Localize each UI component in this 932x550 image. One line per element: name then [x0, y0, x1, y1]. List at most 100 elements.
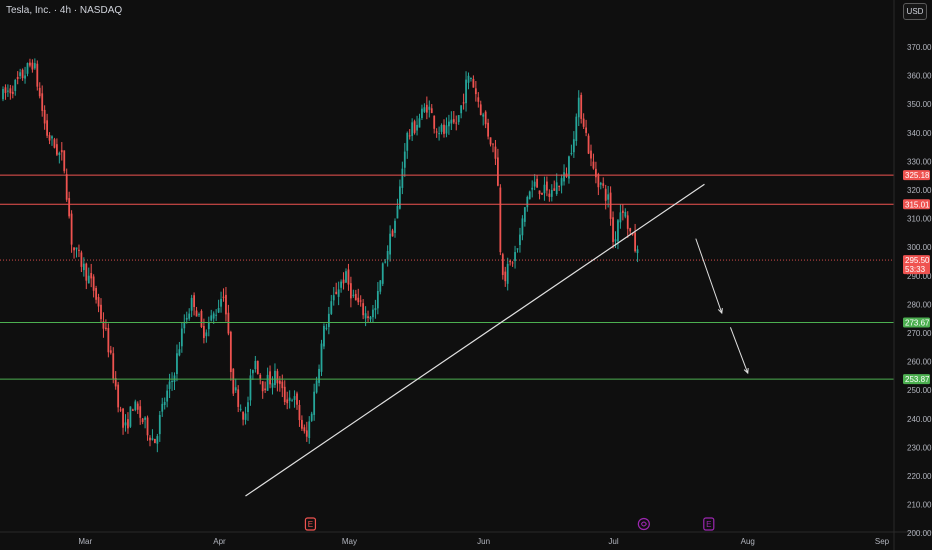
candle-up [244, 413, 247, 420]
candle-down [592, 161, 595, 169]
candle-up [457, 115, 460, 123]
resistance-lower-tag [903, 199, 930, 210]
candle-down [131, 409, 134, 411]
candle-up [394, 220, 396, 233]
candle-up [563, 172, 565, 182]
resistance-upper-tag [903, 170, 930, 181]
candle-down [597, 174, 600, 188]
candle-up [421, 108, 423, 119]
event-marker-1[interactable] [304, 517, 317, 531]
price-tick-label: 290.00 [907, 272, 932, 281]
candle-up [239, 408, 242, 410]
candle-down [548, 193, 551, 197]
down-arrow-1[interactable] [695, 238, 723, 314]
candle-up [514, 252, 516, 262]
candle-down [154, 438, 156, 444]
candle-up [234, 387, 237, 391]
price-tick-label: 310.00 [907, 215, 932, 224]
candle-down [281, 381, 284, 389]
price-levels-group [0, 174, 894, 380]
candle-down [631, 233, 634, 235]
candle-down [435, 131, 438, 133]
candle-up [523, 207, 526, 222]
candle-down [97, 297, 100, 307]
candle-down [479, 104, 482, 116]
down-arrow-2[interactable] [729, 327, 749, 374]
candle-up [212, 313, 215, 319]
candle-up [14, 79, 17, 91]
candle-down [335, 291, 338, 295]
arrow-head-icon [743, 368, 749, 375]
candle-up [531, 187, 534, 190]
candle-up [364, 313, 367, 319]
candle-up [166, 390, 169, 402]
candle-down [590, 150, 592, 159]
event-marker-3[interactable] [703, 517, 715, 531]
trendline[interactable] [245, 183, 705, 497]
candle-down [53, 139, 56, 148]
candle-up [158, 414, 161, 435]
price-tick-label: 200.00 [907, 529, 932, 538]
price-tick-label: 360.00 [907, 72, 932, 81]
candle-up [406, 132, 409, 151]
price-tick-label: 230.00 [907, 443, 932, 452]
candle-down [109, 350, 112, 353]
candle-down [256, 360, 259, 374]
candle-up [134, 401, 137, 411]
time-axis[interactable]: Mar Apr May Jun Jul Aug Sep [78, 537, 889, 546]
candle-up [379, 280, 382, 292]
candle-down [580, 94, 583, 119]
candle-up [188, 313, 191, 319]
candle-down [582, 118, 585, 127]
candle-down [509, 260, 512, 263]
candle-up [180, 328, 183, 347]
candle-up [215, 314, 218, 316]
candle-down [455, 122, 458, 124]
candle-down [587, 135, 590, 154]
candle-up [340, 281, 342, 288]
candle-up [575, 116, 578, 142]
candle-up [418, 118, 421, 128]
candle-up [445, 125, 448, 134]
candle-up [310, 413, 313, 421]
candle-up [271, 383, 274, 388]
candle-up [560, 178, 563, 186]
candle-down [105, 327, 107, 330]
candle-up [198, 314, 200, 316]
candle-down [359, 300, 362, 302]
time-tick-label: Apr [213, 537, 226, 546]
candle-down [558, 185, 561, 187]
candle-down [492, 143, 494, 145]
candle-up [163, 402, 166, 405]
price-axis[interactable]: 200.00 210.00 220.00 230.00 240.00 250.00 260.… [907, 43, 932, 538]
candle-up [190, 297, 193, 311]
swirl-icon[interactable] [637, 517, 650, 531]
candle-up [129, 406, 132, 427]
candle-up [440, 125, 443, 132]
candle-up [599, 182, 602, 185]
candle-down [286, 399, 289, 404]
candle-up [506, 263, 509, 284]
candle-down [298, 404, 301, 421]
support-lower-tag [903, 374, 930, 385]
candle-up [465, 79, 467, 104]
candle-up [428, 106, 431, 110]
candle-up [384, 261, 387, 263]
candle-down [41, 93, 44, 111]
candle-up [156, 436, 159, 444]
candle-down [477, 97, 480, 102]
time-tick-label: Mar [78, 537, 92, 546]
currency-button[interactable]: USD [903, 3, 927, 20]
candle-down [9, 88, 12, 94]
candle-up [403, 151, 406, 168]
candle-up [24, 75, 26, 79]
candle-up [151, 438, 154, 440]
event-marker-label: E [706, 520, 711, 529]
time-tick-label: May [342, 537, 357, 546]
candle-down [585, 127, 587, 133]
event-marker-label: E [308, 520, 313, 529]
candle-up [372, 309, 374, 318]
candle-down [259, 374, 262, 379]
time-tick-label: Jul [608, 537, 618, 546]
